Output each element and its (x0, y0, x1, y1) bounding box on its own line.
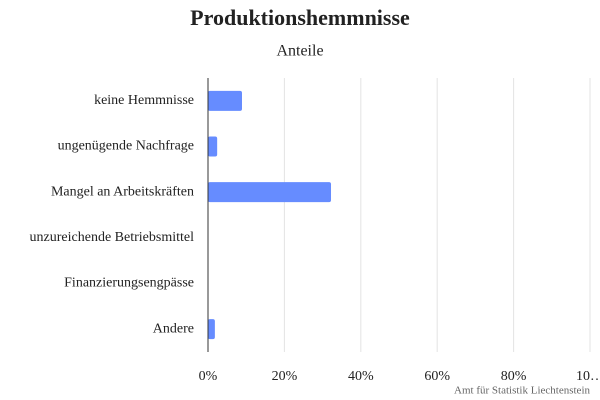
x-tick-label: 10… (576, 369, 600, 384)
bar (208, 136, 218, 157)
chart-subtitle: Anteile (276, 43, 323, 60)
y-tick-label: Mangel an Arbeitskräften (51, 184, 194, 199)
x-tick-label: 60% (424, 369, 450, 384)
bar (208, 90, 242, 111)
y-tick-label: keine Hemmnisse (94, 93, 194, 108)
y-tick-label: ungenügende Nachfrage (58, 139, 194, 154)
source: Amt für Statistik Liechtenstein (454, 385, 590, 397)
y-tick-label: Finanzierungsengpässe (64, 276, 194, 291)
bar (208, 319, 215, 340)
x-tick-label: 0% (199, 369, 218, 384)
x-tick-label: 20% (272, 369, 298, 384)
y-tick-label: unzureichende Betriebsmittel (30, 230, 195, 245)
x-tick-label: 80% (501, 369, 527, 384)
y-tick-label: Andere (153, 321, 194, 336)
bar (208, 182, 332, 203)
x-tick-label: 40% (348, 369, 374, 384)
chart-title: Produktionshemmnisse (190, 5, 410, 30)
